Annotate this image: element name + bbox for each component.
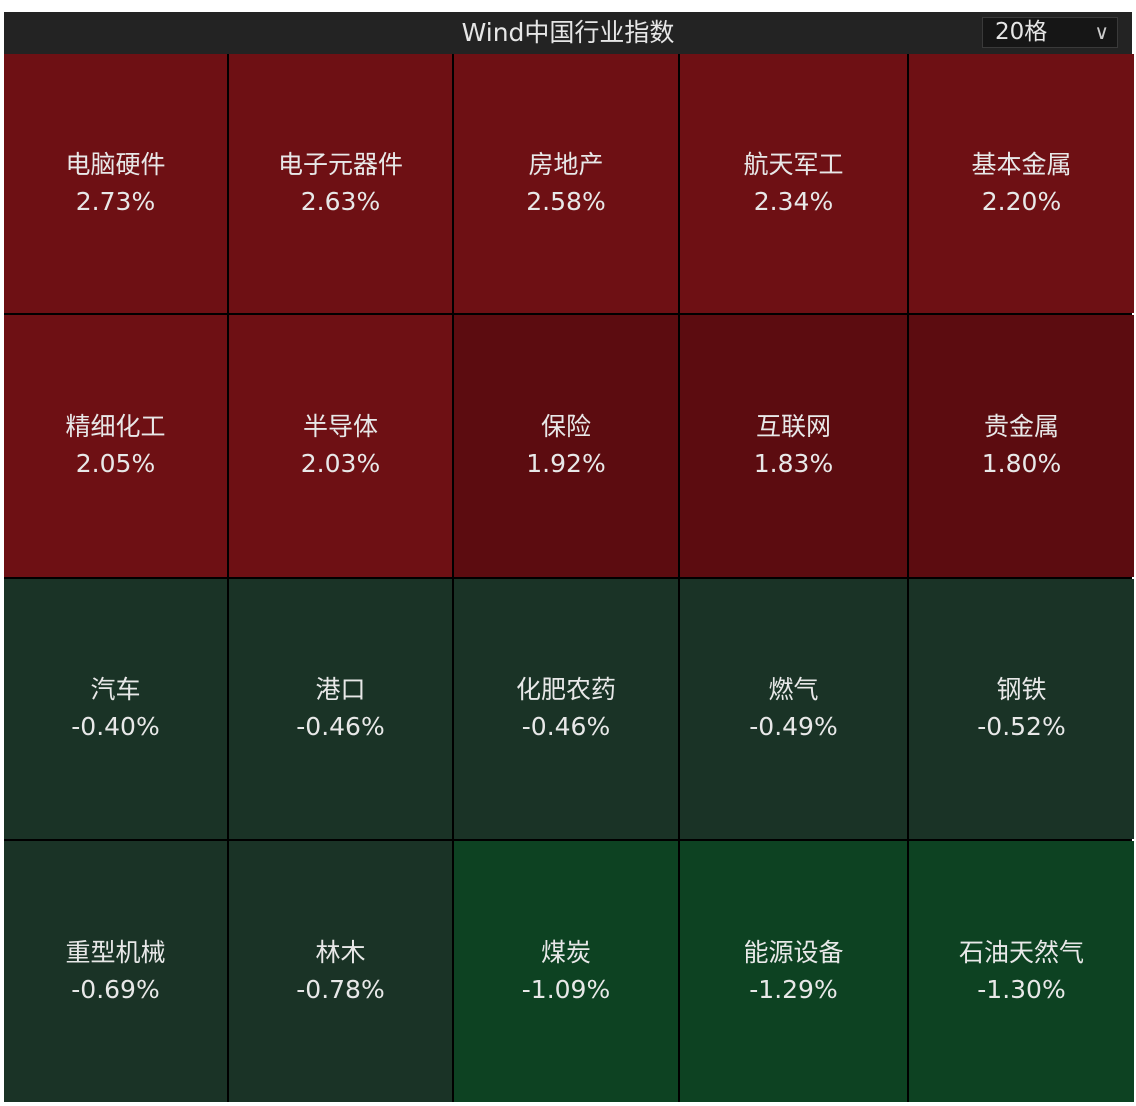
industry-change: -1.30% [977,974,1066,1004]
industry-name: 燃气 [768,675,819,704]
industry-name: 电脑硬件 [65,149,166,179]
industry-change: -1.29% [749,974,838,1004]
industry-tile[interactable]: 贵金属 1.80% [909,315,1134,577]
industry-name: 汽车 [90,675,141,704]
industry-tile[interactable]: 汽车 -0.40% [4,579,227,839]
industry-change: -0.52% [977,712,1066,741]
industry-change: -0.46% [296,712,385,741]
industry-name: 互联网 [755,412,831,441]
industry-name: 重型机械 [65,937,166,967]
industry-name: 保险 [540,412,591,441]
industry-change: 1.83% [753,449,834,478]
industry-name: 航天军工 [743,149,844,179]
grid-count-select[interactable]: 20格 ∨ [982,17,1118,48]
industry-tile[interactable]: 重型机械 -0.69% [4,841,227,1102]
chevron-down-icon: ∨ [1094,20,1109,44]
industry-tile[interactable]: 电脑硬件 2.73% [4,54,227,313]
industry-tile[interactable]: 精细化工 2.05% [4,315,227,577]
industry-tile[interactable]: 互联网 1.83% [680,315,907,577]
heatmap-grid: 电脑硬件 2.73% 电子元器件 2.63% 房地产 2.58% 航天军工 2.34% 基本金属… [4,54,1134,1102]
industry-tile[interactable]: 能源设备 -1.29% [680,841,907,1102]
industry-change: -0.46% [521,712,611,741]
industry-change: 2.63% [300,186,381,216]
industry-tile[interactable]: 煤炭 -1.09% [454,841,678,1102]
industry-name: 钢铁 [996,675,1047,704]
industry-name: 精细化工 [65,412,166,441]
industry-tile[interactable]: 化肥农药 -0.46% [454,579,678,839]
industry-name: 贵金属 [983,412,1059,441]
industry-tile[interactable]: 半导体 2.03% [229,315,452,577]
industry-name: 煤炭 [540,937,591,967]
industry-tile[interactable]: 钢铁 -0.52% [909,579,1134,839]
industry-change: -1.09% [521,974,611,1004]
industry-tile[interactable]: 港口 -0.46% [229,579,452,839]
industry-name: 林木 [315,937,366,967]
industry-name: 能源设备 [743,937,844,967]
industry-tile[interactable]: 保险 1.92% [454,315,678,577]
industry-name: 电子元器件 [277,149,403,179]
industry-tile[interactable]: 燃气 -0.49% [680,579,907,839]
industry-change: -0.69% [71,974,160,1004]
industry-tile[interactable]: 房地产 2.58% [454,54,678,313]
industry-change: -0.78% [296,974,385,1004]
panel-header: Wind中国行业指数 20格 ∨ [4,12,1132,55]
industry-heatmap-panel: Wind中国行业指数 20格 ∨ 电脑硬件 2.73% 电子元器件 2.63% 房地产 2… [4,12,1134,1102]
industry-name: 港口 [315,675,366,704]
panel-title: Wind中国行业指数 [461,18,675,47]
industry-name: 基本金属 [971,149,1072,179]
industry-tile[interactable]: 石油天然气 -1.30% [909,841,1134,1102]
industry-tile[interactable]: 林木 -0.78% [229,841,452,1102]
industry-tile[interactable]: 基本金属 2.20% [909,54,1134,313]
industry-change: 2.05% [75,449,156,478]
industry-tile[interactable]: 电子元器件 2.63% [229,54,452,313]
industry-name: 房地产 [528,149,604,179]
industry-change: 2.03% [300,449,381,478]
industry-name: 石油天然气 [958,937,1084,967]
industry-tile[interactable]: 航天军工 2.34% [680,54,907,313]
industry-change: 1.92% [526,449,606,478]
industry-change: 2.58% [526,186,606,216]
industry-change: 1.80% [981,449,1062,478]
industry-change: 2.34% [753,186,834,216]
industry-name: 半导体 [302,412,378,441]
industry-name: 化肥农药 [515,675,616,704]
industry-change: 2.20% [981,186,1062,216]
industry-change: -0.49% [749,712,838,741]
industry-change: 2.73% [75,186,156,216]
grid-count-value: 20格 [995,19,1048,45]
industry-change: -0.40% [71,712,160,741]
